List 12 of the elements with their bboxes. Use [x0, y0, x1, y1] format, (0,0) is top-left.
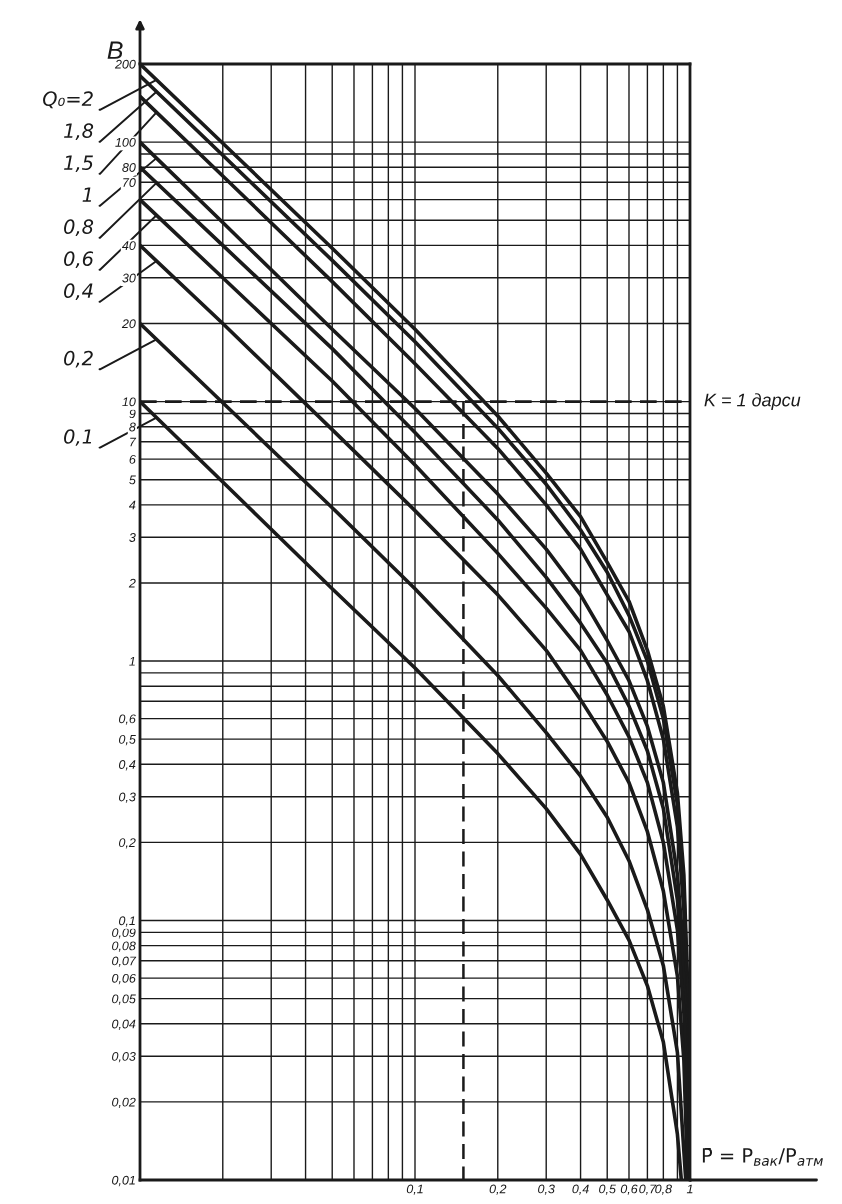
legend-label: Q₀=2 — [43, 91, 93, 109]
text: 1 — [82, 187, 92, 202]
text: 0,6 — [64, 251, 94, 269]
text: 0,8 — [64, 219, 94, 237]
text: 1,8 — [64, 123, 94, 141]
text: 1,5 — [64, 155, 93, 173]
x-axis-title: P̄ = P$_{вак}$/P$_{атм}$ — [702, 1147, 823, 1166]
legend-label: 0,2 — [64, 350, 93, 368]
legend-label: 0,1 — [64, 429, 92, 446]
annotation: K = 1 дарси — [704, 393, 801, 410]
y-axis-title: B — [107, 41, 123, 59]
legend-label: 0,4 — [64, 283, 93, 301]
